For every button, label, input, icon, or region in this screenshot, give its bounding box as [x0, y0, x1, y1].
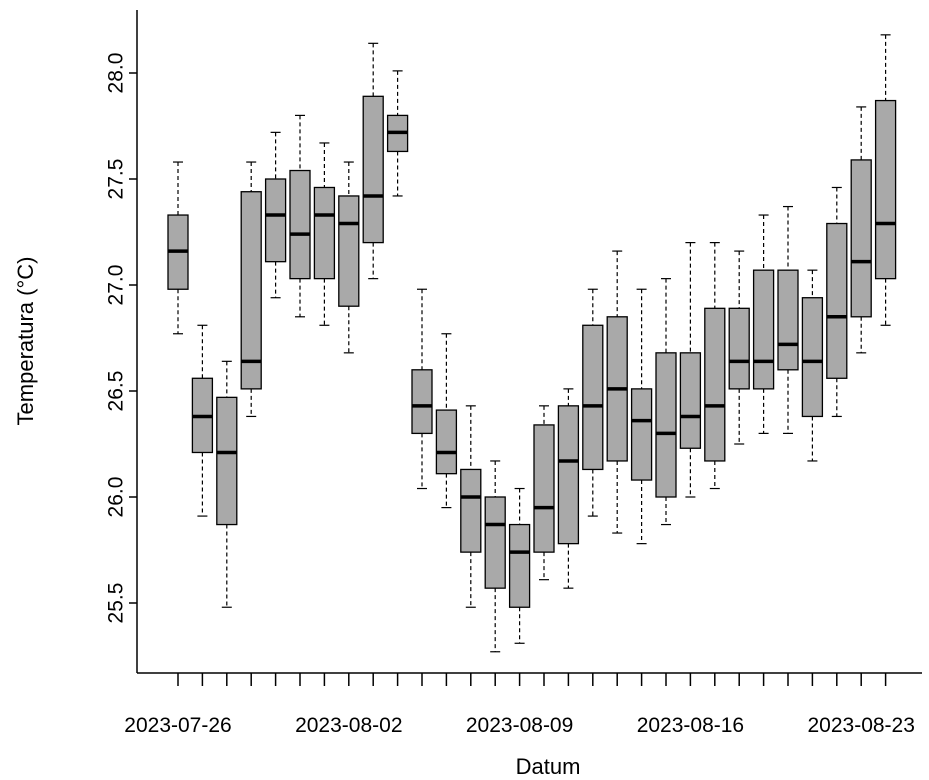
box-2023-07-27 — [191, 324, 214, 517]
iqr-box — [582, 324, 604, 471]
iqr-box — [240, 191, 262, 390]
iqr-box — [655, 352, 677, 498]
iqr-box — [362, 95, 384, 244]
iqr-box — [801, 297, 824, 418]
box-2023-08-20 — [777, 205, 799, 434]
box-2023-08-12 — [582, 288, 604, 517]
box-2023-08-08 — [484, 460, 506, 653]
box-2023-08-21 — [801, 269, 824, 462]
box-2023-08-24 — [874, 34, 897, 326]
y-tick-label: 25.5 — [104, 583, 127, 624]
iqr-box — [728, 307, 750, 390]
box-2023-08-11 — [557, 388, 580, 589]
box-2023-08-01 — [313, 142, 336, 326]
y-axis-title: Temperatura (°C) — [13, 257, 38, 426]
iqr-box — [264, 178, 287, 263]
iqr-box — [630, 388, 653, 481]
box-2023-08-10 — [533, 405, 555, 581]
iqr-box — [557, 405, 580, 545]
iqr-box — [289, 169, 311, 280]
box-2023-08-16 — [679, 242, 702, 498]
iqr-box — [411, 369, 433, 435]
box-2023-07-30 — [264, 131, 287, 299]
box-2023-08-17 — [704, 242, 726, 490]
iqr-box — [874, 99, 897, 280]
x-tick-label: 2023-07-26 — [124, 714, 231, 737]
iqr-box — [533, 424, 555, 553]
iqr-box — [216, 396, 238, 526]
x-axis-ticks: 2023-07-26 2023-08-02 2023-08-09 2023-08-16… — [124, 673, 915, 737]
iqr-box — [850, 159, 872, 318]
y-tick-label: 26.5 — [104, 371, 127, 412]
box-2023-08-04 — [386, 70, 409, 197]
x-axis-title: Datum — [516, 754, 581, 779]
box-2023-08-06 — [435, 333, 458, 509]
box-2023-07-31 — [289, 114, 311, 318]
iqr-box — [826, 222, 848, 379]
iqr-box — [313, 186, 336, 280]
y-tick-label: 27.0 — [104, 265, 127, 306]
box-2023-08-23 — [850, 106, 872, 354]
box-2023-08-09 — [508, 487, 531, 644]
box-2023-08-07 — [460, 405, 482, 608]
x-tick-label: 2023-08-23 — [807, 714, 914, 737]
box-2023-07-26 — [167, 161, 189, 335]
iqr-box — [704, 307, 726, 462]
box-2023-08-13 — [606, 250, 628, 534]
x-tick-label: 2023-08-09 — [466, 714, 573, 737]
y-tick-label: 26.0 — [104, 477, 127, 518]
iqr-box — [679, 352, 702, 449]
box-2023-08-19 — [752, 214, 775, 434]
box-2023-07-29 — [240, 161, 262, 418]
iqr-box — [508, 523, 531, 608]
box-2023-08-02 — [338, 161, 360, 354]
box-2023-08-05 — [411, 288, 433, 490]
box-2023-08-18 — [728, 250, 750, 445]
x-tick-label: 2023-08-02 — [295, 714, 402, 737]
box-2023-08-14 — [630, 288, 653, 545]
box-2023-08-22 — [826, 186, 848, 418]
y-tick-label: 27.5 — [104, 159, 127, 200]
box-2023-08-03 — [362, 42, 384, 280]
iqr-box — [460, 468, 482, 553]
box-2023-07-28 — [216, 360, 238, 608]
x-tick-label: 2023-08-16 — [637, 714, 744, 737]
iqr-box — [338, 195, 360, 307]
box-2023-08-15 — [655, 278, 677, 526]
y-tick-label: 28.0 — [104, 53, 127, 94]
iqr-box — [484, 496, 506, 589]
iqr-box — [435, 409, 458, 475]
plot-area — [167, 34, 897, 653]
iqr-box — [777, 269, 799, 371]
y-axis-ticks: 25.5 26.0 26.5 27.0 27.5 28.0 — [104, 53, 137, 624]
iqr-box — [752, 269, 775, 390]
